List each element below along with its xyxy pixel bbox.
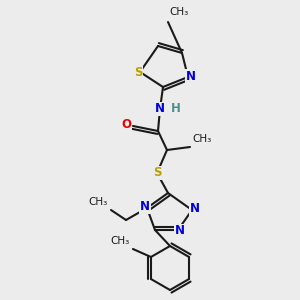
Text: N: N (186, 70, 196, 83)
Text: N: N (175, 224, 185, 238)
Text: O: O (121, 118, 131, 131)
Text: N: N (155, 103, 165, 116)
Text: CH₃: CH₃ (192, 134, 211, 144)
Text: CH₃: CH₃ (111, 236, 130, 246)
Text: S: S (134, 65, 142, 79)
Text: CH₃: CH₃ (169, 7, 188, 17)
Text: H: H (171, 101, 181, 115)
Text: S: S (153, 167, 161, 179)
Text: N: N (190, 202, 200, 215)
Text: N: N (140, 200, 150, 214)
Text: CH₃: CH₃ (89, 197, 108, 207)
